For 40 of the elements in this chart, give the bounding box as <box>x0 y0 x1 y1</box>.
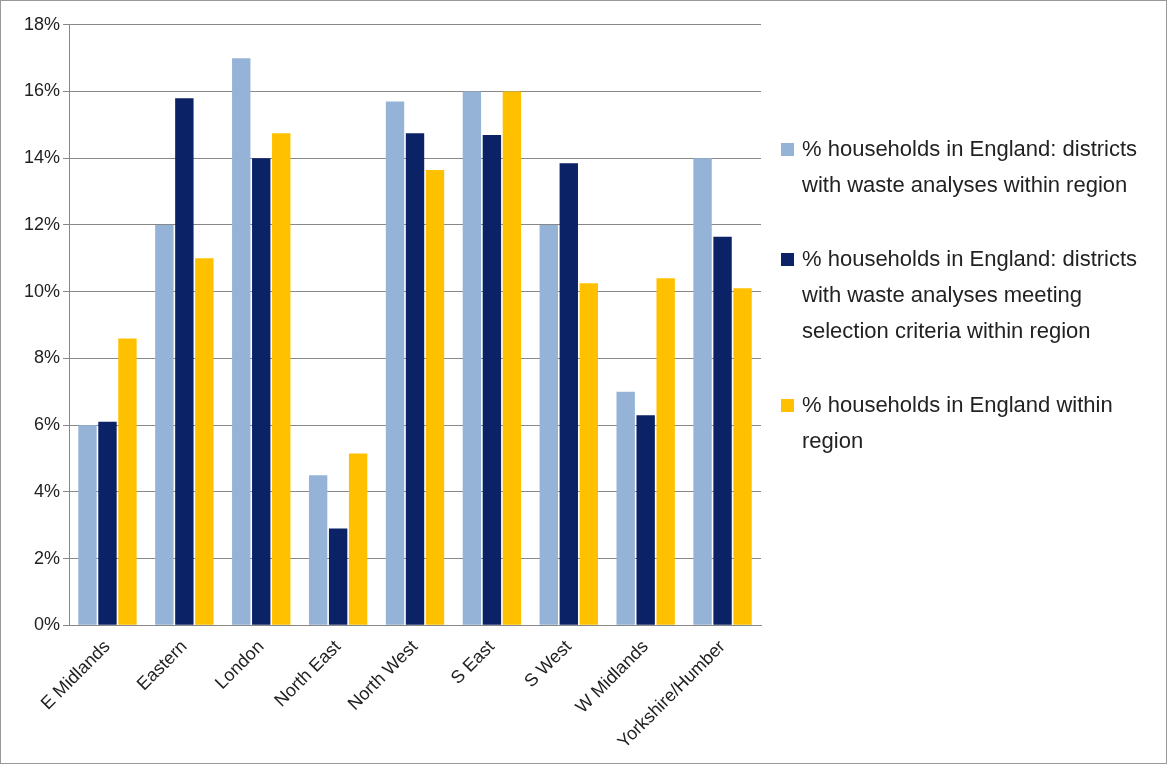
bar <box>579 283 598 625</box>
bar <box>539 224 558 625</box>
bar <box>195 258 214 625</box>
bar <box>616 391 635 625</box>
y-tick-label: 6% <box>34 414 61 435</box>
bar <box>636 415 655 625</box>
y-tick-label: 2% <box>34 547 61 568</box>
legend-label: % households in England: districts with waste analyses meeting selection criteria within region <box>802 245 1139 345</box>
bar <box>693 158 712 625</box>
bar <box>328 528 348 625</box>
y-tick-label: 8% <box>34 347 61 368</box>
bar <box>308 475 328 625</box>
bar <box>98 421 117 625</box>
bar <box>272 133 291 625</box>
bar <box>118 338 137 625</box>
y-tick-label: 16% <box>24 80 61 101</box>
y-tick-label: 4% <box>34 480 61 501</box>
legend-label: % households in England within region <box>802 391 1114 455</box>
y-tick-label: 10% <box>24 280 61 301</box>
bar <box>425 169 445 625</box>
bar <box>713 236 732 625</box>
bar <box>155 224 174 625</box>
bar <box>482 134 502 625</box>
bar <box>462 91 482 625</box>
bar <box>252 158 271 625</box>
bar <box>348 453 368 625</box>
bar <box>175 98 194 625</box>
y-tick-label: 18% <box>24 13 61 34</box>
bar <box>733 288 752 625</box>
y-tick-label: 14% <box>24 147 61 168</box>
bar <box>502 91 522 625</box>
y-tick-label: 12% <box>24 213 61 234</box>
bar <box>385 101 405 625</box>
legend-label: % households in England: districts with waste analyses within region <box>802 135 1139 199</box>
y-tick-label: 0% <box>34 614 61 635</box>
bar <box>656 278 675 625</box>
bar <box>78 425 97 625</box>
bar <box>405 133 425 625</box>
bar <box>232 58 251 625</box>
bar <box>559 163 578 625</box>
